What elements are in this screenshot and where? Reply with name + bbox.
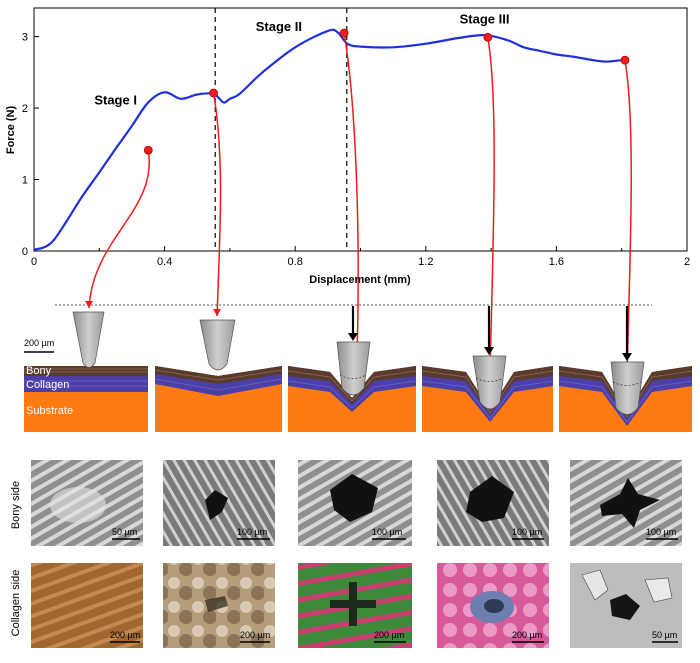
collagen-micrograph-5: 50 µm — [570, 563, 682, 648]
bony-micrograph-1: 50 µm — [31, 460, 143, 546]
svg-text:50 µm: 50 µm — [112, 527, 137, 537]
bony-micrograph-4: 100 µm — [437, 460, 549, 546]
row-label-bony-side: Bony side — [10, 481, 22, 529]
stage-label: Stage I — [94, 92, 137, 107]
indenter-tip — [336, 341, 371, 396]
row-label-collagen-side: Collagen side — [10, 570, 22, 637]
x-tick-label: 1.2 — [418, 256, 433, 268]
data-marker — [620, 55, 630, 65]
svg-text:100 µm: 100 µm — [237, 527, 267, 537]
schematic-panel-1: Bony Collagen Substrate — [24, 311, 148, 432]
layer-label-collagen: Collagen — [26, 379, 69, 391]
svg-text:100 µm: 100 µm — [372, 527, 402, 537]
collagen-micrograph-1: 200 µm — [31, 563, 143, 648]
x-tick-label: 0 — [31, 256, 37, 268]
x-tick-label: 1.6 — [549, 256, 564, 268]
y-tick-label: 2 — [22, 103, 28, 115]
svg-text:200 µm: 200 µm — [240, 630, 270, 640]
x-tick-label: 2 — [684, 256, 690, 268]
plot-frame — [33, 7, 688, 252]
stage-label: Stage II — [256, 19, 302, 34]
bony-micrograph-5: 100 µm — [570, 460, 682, 546]
collagen-micrograph-4: 200 µm — [437, 563, 549, 648]
svg-text:100 µm: 100 µm — [512, 527, 542, 537]
scale-bar-label: 200 µm — [24, 338, 54, 348]
y-axis-label: Force (N) — [5, 106, 17, 155]
connector-arrow — [487, 37, 495, 371]
data-marker — [483, 32, 493, 42]
svg-text:200 µm: 200 µm — [512, 630, 542, 640]
data-marker — [209, 88, 218, 98]
svg-text:50 µm: 50 µm — [652, 630, 677, 640]
indenter-tip — [199, 319, 236, 371]
bony-micrograph-3: 100 µm — [298, 460, 412, 546]
indenter-tip — [72, 311, 105, 368]
schematic-panel-3 — [287, 341, 417, 432]
indenter-tip — [610, 361, 645, 415]
collagen-micrograph-2: 200 µm — [163, 563, 275, 648]
schematic-scale-bar: 200 µm — [24, 338, 54, 353]
layer-label-substrate: Substrate — [26, 405, 73, 417]
bony-micrograph-2: 100 µm — [163, 460, 275, 546]
data-marker — [339, 28, 349, 38]
x-axis-label: Displacement (mm) — [309, 274, 411, 286]
load-arrows — [348, 306, 632, 361]
stage-label: Stage III — [460, 12, 510, 27]
x-tick-label: 0.8 — [288, 256, 303, 268]
svg-text:100 µm: 100 µm — [646, 527, 676, 537]
force-displacement-chart: 0 1 2 3 0 0.4 0.8 1.2 1.6 2 Stage I Stage II Stage… — [5, 7, 690, 374]
schematic-panel-4 — [421, 355, 554, 432]
schematic-panel-5 — [558, 361, 693, 432]
schematic-panel-2 — [154, 319, 283, 432]
micrographs: Bony side Collagen side 50 µm 100 µm 100… — [10, 460, 682, 648]
schematic: 200 µm Bony Collagen Substrate — [24, 306, 693, 432]
collagen-micrograph-3: 200 µm — [298, 563, 412, 648]
connector-arrow — [212, 92, 222, 317]
series-line — [33, 28, 629, 251]
connector-arrow — [624, 60, 632, 374]
y-tick-label: 1 — [22, 175, 28, 187]
indenter-tip — [472, 355, 507, 410]
x-tick-label: 0.4 — [157, 256, 172, 268]
y-tick-label: 0 — [22, 246, 28, 258]
y-tick-label: 3 — [22, 32, 28, 44]
svg-text:200 µm: 200 µm — [110, 630, 140, 640]
connector-arrow — [88, 150, 151, 309]
connector-arrow — [343, 32, 359, 357]
data-marker — [143, 145, 153, 155]
svg-text:200 µm: 200 µm — [374, 630, 404, 640]
layer-label-bony: Bony — [26, 365, 52, 377]
connector-arrowhead — [213, 309, 221, 316]
